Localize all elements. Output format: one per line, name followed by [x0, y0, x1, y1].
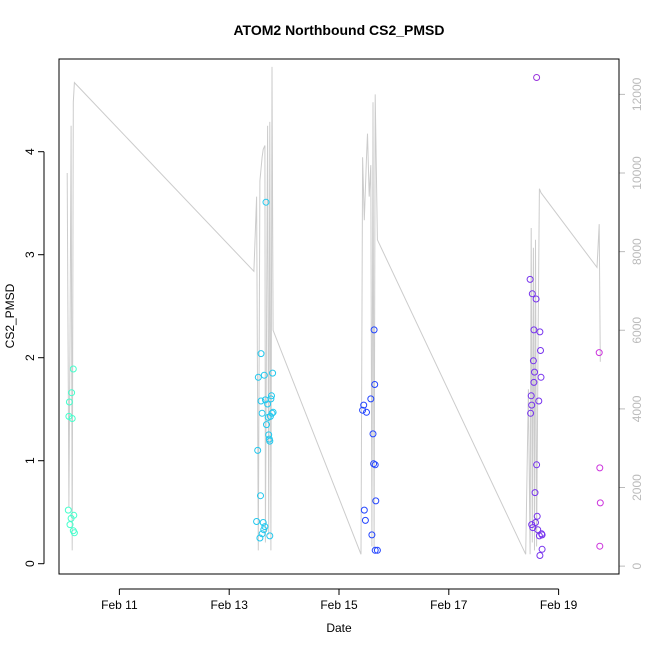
data-point: [530, 378, 538, 386]
data-point: [537, 373, 545, 381]
y-tick-label: 2: [23, 354, 37, 361]
data-point: [528, 290, 536, 298]
data-point: [537, 347, 544, 354]
data-point: [526, 275, 534, 283]
data-point: [361, 516, 369, 524]
data-point: [533, 512, 541, 520]
data-point: [360, 401, 368, 409]
x-axis-label: Date: [326, 621, 352, 635]
data-point: [69, 365, 77, 373]
data-point: [527, 409, 535, 417]
data-point: [529, 357, 537, 365]
data-point: [369, 430, 377, 438]
data-point: [533, 74, 541, 81]
data-point: [258, 530, 266, 538]
points-group: [64, 74, 604, 559]
data-point: [536, 328, 544, 336]
axes-group: Feb 11 Feb 13 Feb 15 Feb 17 Feb 19 0 1 2 3 4 0 2000…: [23, 77, 644, 612]
y2-tick-label: 6000: [630, 317, 644, 344]
data-point: [360, 506, 368, 514]
data-point: [371, 546, 379, 554]
data-point: [371, 381, 379, 388]
data-point: [535, 397, 543, 405]
data-point: [367, 395, 375, 403]
data-point: [260, 526, 268, 534]
data-point: [257, 397, 265, 405]
data-point: [527, 392, 535, 400]
data-point: [268, 392, 275, 400]
x-tick-label: Feb 19: [540, 598, 578, 612]
data-point: [368, 531, 376, 539]
y2-tick-label: 10000: [630, 156, 644, 190]
data-point: [254, 373, 262, 381]
data-point: [256, 534, 264, 542]
chart-title: ATOM2 Northbound CS2_PMSD: [233, 22, 444, 38]
data-point: [596, 464, 604, 472]
x-tick-label: Feb 17: [430, 598, 468, 612]
data-point: [259, 519, 267, 526]
data-point: [536, 552, 544, 559]
data-point: [373, 546, 381, 554]
data-point: [534, 526, 542, 534]
data-point: [260, 371, 268, 379]
data-point: [257, 492, 264, 500]
data-point: [371, 461, 379, 469]
x-tick-label: Feb 15: [320, 598, 358, 612]
x-tick-label: Feb 13: [211, 598, 249, 612]
data-point: [370, 460, 378, 468]
y-axis-label: CS2_PMSD: [3, 283, 17, 348]
y-tick-label: 4: [23, 148, 37, 155]
data-point: [528, 401, 536, 409]
data-point: [596, 499, 604, 507]
line-series-path: [66, 66, 601, 555]
y2-tick-label: 2000: [630, 474, 644, 501]
data-point: [372, 497, 380, 505]
y-tick-label: 1: [23, 457, 37, 464]
data-point: [532, 295, 540, 303]
data-point: [533, 461, 541, 469]
y-tick-label: 3: [23, 251, 37, 258]
plot-frame: [58, 58, 620, 575]
data-point: [68, 415, 76, 422]
data-point: [269, 408, 277, 416]
data-point: [530, 326, 538, 334]
y-tick-label: 0: [23, 560, 37, 567]
data-point: [254, 446, 262, 454]
data-point: [363, 408, 370, 416]
data-point: [596, 542, 604, 550]
data-point: [528, 521, 536, 529]
data-point: [263, 421, 270, 429]
data-point: [65, 398, 73, 406]
y2-tick-label: 4000: [630, 395, 644, 422]
data-point: [261, 523, 269, 531]
data-point: [266, 532, 274, 540]
data-point: [258, 409, 266, 417]
line-series-group: [66, 66, 601, 555]
data-point: [253, 518, 261, 525]
data-point: [262, 198, 270, 206]
data-point: [70, 511, 78, 519]
data-point: [538, 531, 546, 539]
data-point: [266, 437, 274, 445]
data-point: [264, 400, 272, 408]
data-point: [595, 349, 603, 357]
y2-tick-label: 8000: [630, 238, 644, 265]
data-point: [531, 368, 538, 376]
data-point: [70, 529, 78, 537]
y2-tick-label: 12000: [630, 77, 644, 111]
x-tick-label: Feb 11: [101, 598, 138, 612]
data-point: [532, 519, 539, 526]
data-point: [531, 489, 539, 497]
data-point: [257, 350, 265, 358]
data-point: [68, 389, 76, 397]
y2-tick-label: 0: [630, 562, 644, 569]
data-point: [269, 369, 277, 377]
data-point: [538, 545, 546, 553]
data-point: [370, 326, 378, 334]
data-point: [64, 506, 72, 514]
data-point: [268, 409, 276, 417]
data-point: [267, 395, 275, 403]
data-point: [359, 406, 367, 414]
